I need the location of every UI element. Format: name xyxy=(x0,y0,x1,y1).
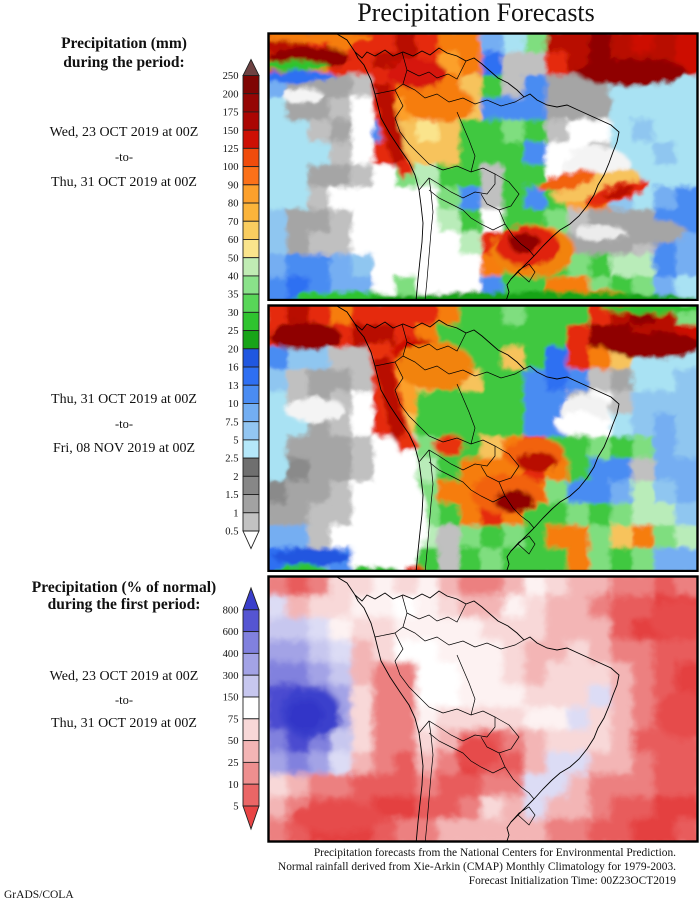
svg-text:20: 20 xyxy=(228,344,239,355)
svg-text:5: 5 xyxy=(233,436,238,447)
svg-text:2: 2 xyxy=(233,472,238,483)
svg-text:2.5: 2.5 xyxy=(225,454,238,465)
svg-text:200: 200 xyxy=(223,89,239,100)
svg-text:150: 150 xyxy=(223,693,239,704)
svg-text:13: 13 xyxy=(228,381,239,392)
svg-text:300: 300 xyxy=(223,671,239,682)
svg-text:175: 175 xyxy=(223,108,239,119)
svg-text:16: 16 xyxy=(228,363,239,374)
svg-text:1: 1 xyxy=(233,508,238,519)
svg-text:7.5: 7.5 xyxy=(225,417,238,428)
svg-text:10: 10 xyxy=(228,780,239,791)
svg-text:60: 60 xyxy=(228,235,239,246)
svg-text:100: 100 xyxy=(223,162,239,173)
svg-text:35: 35 xyxy=(228,290,239,301)
svg-text:400: 400 xyxy=(223,649,239,660)
svg-text:80: 80 xyxy=(228,199,239,210)
svg-text:0.5: 0.5 xyxy=(225,527,238,538)
svg-text:75: 75 xyxy=(228,714,239,725)
svg-text:90: 90 xyxy=(228,180,239,191)
svg-text:250: 250 xyxy=(223,71,239,82)
svg-text:1.5: 1.5 xyxy=(225,490,238,501)
svg-text:25: 25 xyxy=(228,326,239,337)
svg-text:25: 25 xyxy=(228,758,239,769)
svg-text:600: 600 xyxy=(223,627,239,638)
svg-text:5: 5 xyxy=(233,802,238,813)
svg-text:40: 40 xyxy=(228,272,239,283)
svg-text:50: 50 xyxy=(228,736,239,747)
svg-text:800: 800 xyxy=(223,605,239,616)
svg-text:50: 50 xyxy=(228,253,239,264)
svg-text:10: 10 xyxy=(228,399,239,410)
svg-text:70: 70 xyxy=(228,217,239,228)
svg-text:150: 150 xyxy=(223,126,239,137)
svg-text:125: 125 xyxy=(223,144,239,155)
svg-text:30: 30 xyxy=(228,308,239,319)
